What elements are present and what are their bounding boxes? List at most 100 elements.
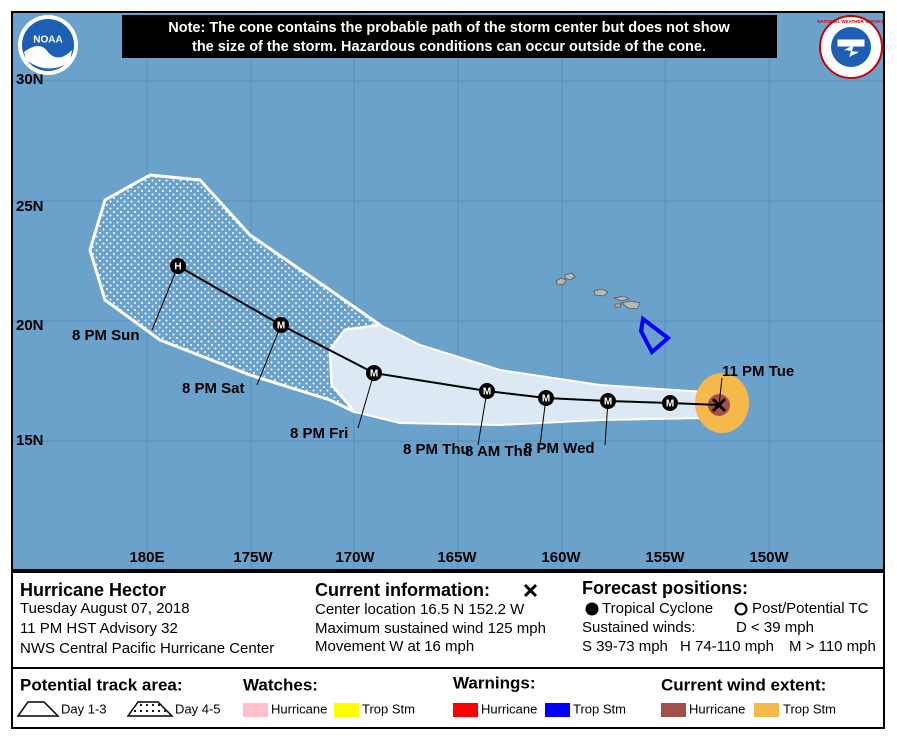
forecast-post: Post/Potential TC xyxy=(752,600,869,617)
legend-day13: Day 1-3 xyxy=(61,701,107,716)
current-line: Maximum sustained wind 125 mph xyxy=(315,620,546,637)
cone-day-1-3 xyxy=(329,324,721,426)
track-point-label: M xyxy=(542,394,550,405)
lon-label: 175W xyxy=(233,549,273,566)
current-line: Center location 16.5 N 152.2 W xyxy=(315,601,525,618)
forecast-sustained: Sustained winds: xyxy=(582,619,695,636)
time-label: 8 PM Sun xyxy=(72,327,140,344)
current-line: Movement W at 16 mph xyxy=(315,638,474,655)
island xyxy=(612,295,631,302)
legend-watch-hurricane: Hurricane xyxy=(271,701,327,716)
track-point xyxy=(538,390,554,406)
track-point-label: M xyxy=(483,387,491,398)
legend-warning-hurricane: Hurricane xyxy=(481,701,537,716)
tropical-storm-warning xyxy=(638,315,672,356)
storm-name: Hurricane Hector xyxy=(20,580,166,600)
legend-warning-trop: Trop Stm xyxy=(573,701,626,716)
track-point xyxy=(170,258,186,274)
nws-logo: NATIONAL WEATHER SERVICE xyxy=(817,15,885,79)
lon-label: 180E xyxy=(129,549,164,566)
lon-label: 155W xyxy=(645,549,685,566)
note-line: the size of the storm. Hazardous conditi… xyxy=(192,39,706,55)
forecast-tropical: Tropical Cyclone xyxy=(602,600,713,617)
logo-wave xyxy=(24,46,72,69)
current-symbol xyxy=(523,583,538,598)
time-label: 8 PM Wed xyxy=(524,440,595,457)
island xyxy=(555,277,567,286)
lat-label: 25N xyxy=(16,198,44,215)
leader-line xyxy=(151,265,179,331)
hurricane-warning-swatch xyxy=(453,703,478,717)
island xyxy=(621,300,641,310)
trop-wind-swatch xyxy=(754,703,779,717)
day45-swatch xyxy=(126,701,174,717)
note-box xyxy=(122,15,777,58)
time-label: 8 AM Thu xyxy=(465,443,532,460)
legend-warnings-title: Warnings: xyxy=(453,673,535,692)
leader-line xyxy=(718,377,723,406)
track-point xyxy=(600,393,616,409)
trop-warning-swatch xyxy=(545,703,570,717)
logo-cloud xyxy=(837,39,865,57)
track-point-label: H xyxy=(174,262,181,273)
forecast-title: Forecast positions: xyxy=(582,578,748,598)
leader-line xyxy=(477,390,488,446)
track-point-label: M xyxy=(370,369,378,380)
island xyxy=(593,288,609,297)
noaa-logo: NOAA xyxy=(18,15,78,75)
hawaiian-islands xyxy=(555,272,641,310)
legend-watch-trop: Trop Stm xyxy=(362,701,415,716)
track-point-label: M xyxy=(277,321,285,332)
legend-day45: Day 4-5 xyxy=(175,701,221,716)
island xyxy=(564,272,576,281)
leader-line xyxy=(357,372,375,429)
tropical-symbol xyxy=(585,602,599,616)
lon-label: 150W xyxy=(749,549,789,566)
current-title: Current information: xyxy=(315,580,490,600)
track-point-label: M xyxy=(666,399,674,410)
lat-label: 30N xyxy=(16,71,44,88)
time-label: 8 PM Thu xyxy=(403,441,470,458)
time-label: 11 PM Tue xyxy=(722,363,794,380)
forecast-d: D < 39 mph xyxy=(736,619,814,636)
legend-wind-trop: Trop Stm xyxy=(783,701,836,716)
hurricane-wind-swatch xyxy=(661,703,686,717)
storm-advisory: 11 PM HST Advisory 32 xyxy=(20,620,178,637)
lat-label: 20N xyxy=(16,317,44,334)
forecast-track xyxy=(177,265,720,406)
day13-swatch xyxy=(16,701,60,717)
lon-label: 165W xyxy=(437,549,477,566)
leader-lines xyxy=(151,265,723,446)
storm-office: NWS Central Pacific Hurricane Center xyxy=(20,640,274,657)
map-frame xyxy=(11,11,885,571)
post-symbol xyxy=(734,602,748,616)
forecast-s: S 39-73 mph xyxy=(582,638,668,655)
track-point xyxy=(662,395,678,411)
note-line: Note: The cone contains the probable pat… xyxy=(168,20,730,36)
time-label: 8 PM Sat xyxy=(182,380,245,397)
legend-wind-hurricane: Hurricane xyxy=(689,701,745,716)
leader-line xyxy=(256,324,282,386)
track-point xyxy=(366,365,382,381)
lat-label: 15N xyxy=(16,432,44,449)
time-label: 8 PM Fri xyxy=(290,425,348,442)
graticule xyxy=(12,12,884,570)
forecast-m: M > 110 mph xyxy=(789,638,876,655)
track-point-label: M xyxy=(604,397,612,408)
storm-date: Tuesday August 07, 2018 xyxy=(20,600,190,617)
legend-track-title: Potential track area: xyxy=(20,675,183,694)
hurricane-watch-swatch xyxy=(243,703,268,717)
legend-watches-title: Watches: xyxy=(243,675,318,694)
lon-label: 170W xyxy=(335,549,375,566)
track-point xyxy=(479,383,495,399)
track-point xyxy=(273,317,289,333)
forecast-h: H 74-110 mph xyxy=(680,638,774,655)
lon-label: 160W xyxy=(541,549,581,566)
current-position xyxy=(711,397,727,413)
logo-text: NATIONAL WEATHER SERVICE xyxy=(817,19,884,24)
legend-wind-title: Current wind extent: xyxy=(661,675,826,694)
island xyxy=(614,303,622,308)
trop-watch-swatch xyxy=(334,703,359,717)
logo-text: NOAA xyxy=(33,35,62,46)
